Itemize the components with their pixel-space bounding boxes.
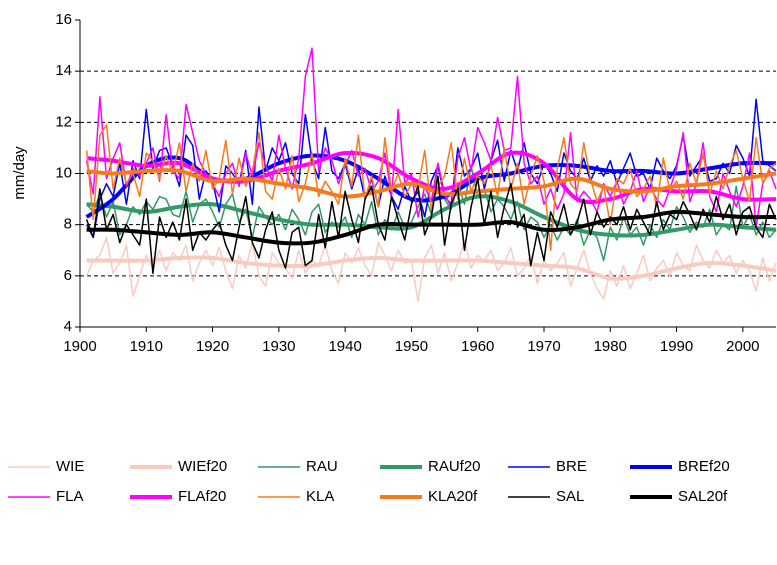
smoothed-line [86,194,777,238]
data-line [85,124,777,251]
plot-area [85,47,777,303]
x-tick-label: 2000 [726,338,759,355]
legend-label: FLAf20 [178,488,226,505]
data-line [85,47,777,228]
legend-label: KLA [306,488,334,505]
y-tick-label: 6 [64,267,72,284]
x-tick-label: 1960 [461,338,494,355]
smoothed-line [85,153,777,219]
x-tick-label: 1930 [262,338,295,355]
y-tick-label: 8 [64,216,72,233]
x-tick-label: 1900 [63,338,96,355]
legend-label: SAL [556,488,584,505]
axes: 4 6 8 10 12 14 16 1900 1910 1920 1930 1940 1950 1960 1… [55,11,776,355]
y-tick-label: 12 [55,113,72,130]
legend-label: KLA20f [428,488,478,505]
x-tick-label: 1980 [594,338,627,355]
legend-label: WIE [56,458,84,475]
x-tick-label: 1920 [196,338,229,355]
y-tick-label: 16 [55,11,72,28]
legend-label: BRE [556,458,587,475]
smoothed-line [86,255,777,281]
data-line [85,175,777,275]
legend-label: FLA [56,488,84,505]
smoothed-line [86,168,777,199]
legend-label: SAL20f [678,488,728,505]
legend-label: BREf20 [678,458,730,475]
legend-label: RAUf20 [428,458,481,475]
x-tick-label: 1910 [130,338,163,355]
legend-label: WIEf20 [178,458,227,475]
x-tick-label: 1990 [660,338,693,355]
y-tick-label: 14 [55,62,72,79]
y-tick-label: 10 [55,164,72,181]
x-tick-label: 1950 [395,338,428,355]
y-axis-title: mm/day [11,146,28,200]
x-tick-label: 1940 [328,338,361,355]
smoothed-line [86,209,777,246]
x-tick-label: 1970 [527,338,560,355]
y-tick-label: 4 [64,318,72,335]
legend: WIE WIEf20 RAU RAUf20 BRE BREf20 FLA FLAf20 KLA K… [8,458,730,505]
data-line [85,98,777,239]
legend-label: RAU [306,458,338,475]
